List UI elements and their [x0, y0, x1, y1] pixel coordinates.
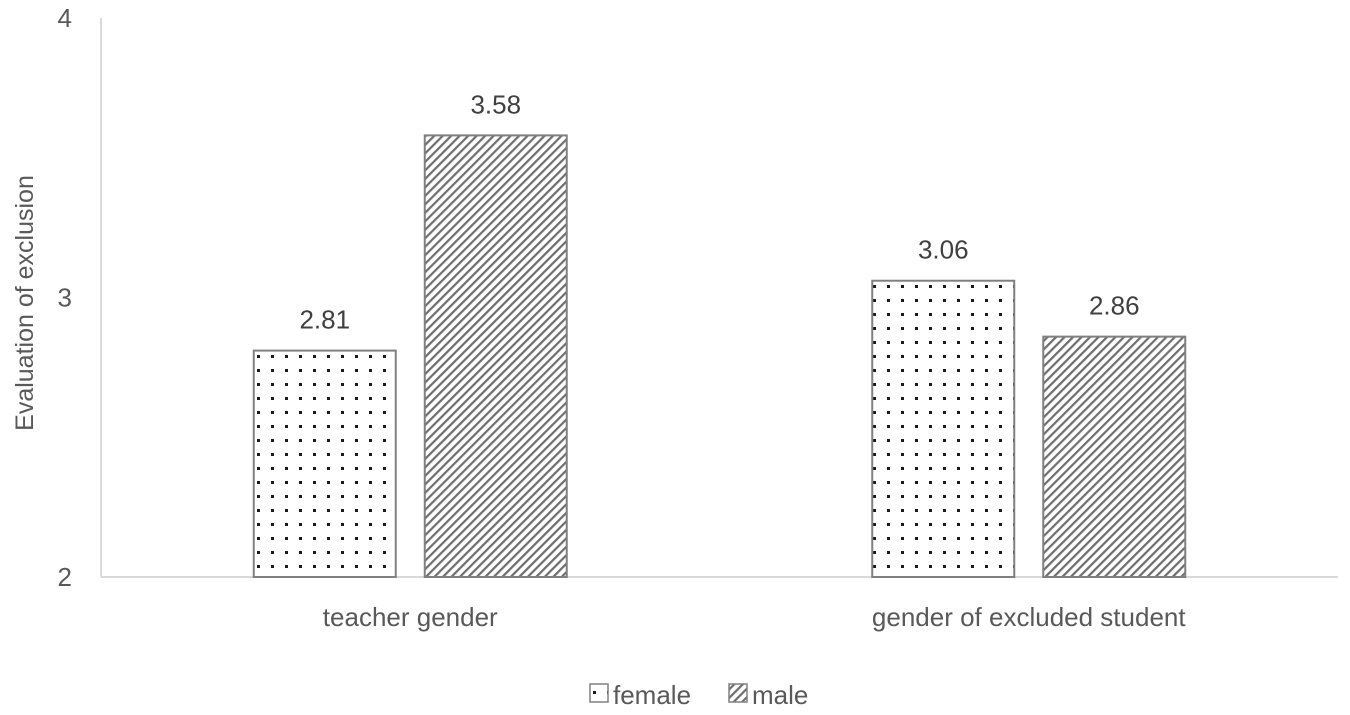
bar-female	[252, 349, 397, 579]
category-labels: teacher gender gender of excluded student	[323, 602, 1187, 632]
y-tick-label: 4	[58, 3, 72, 33]
legend-swatch-male	[728, 683, 748, 703]
legend-label-female: female	[613, 680, 691, 710]
data-labels: 2.81 3.58 3.06 2.86	[299, 89, 1139, 334]
data-label: 3.06	[918, 235, 969, 265]
y-tick-labels: 2 3 4	[58, 3, 72, 592]
legend-swatch-female	[589, 683, 609, 703]
data-label: 2.86	[1089, 291, 1140, 321]
category-label: teacher gender	[323, 602, 498, 632]
y-tick-label: 2	[58, 562, 72, 592]
bar-female	[871, 279, 1016, 578]
data-label: 3.58	[470, 89, 521, 119]
bar-male	[1042, 335, 1187, 578]
y-tick-label: 3	[58, 283, 72, 313]
data-label: 2.81	[299, 305, 350, 335]
bars	[252, 134, 1187, 579]
category-label: gender of excluded student	[872, 602, 1186, 632]
legend: female male	[589, 680, 808, 710]
bar-male	[423, 134, 568, 578]
legend-label-male: male	[752, 680, 808, 710]
y-axis-label: Evaluation of exclusion	[11, 175, 39, 431]
